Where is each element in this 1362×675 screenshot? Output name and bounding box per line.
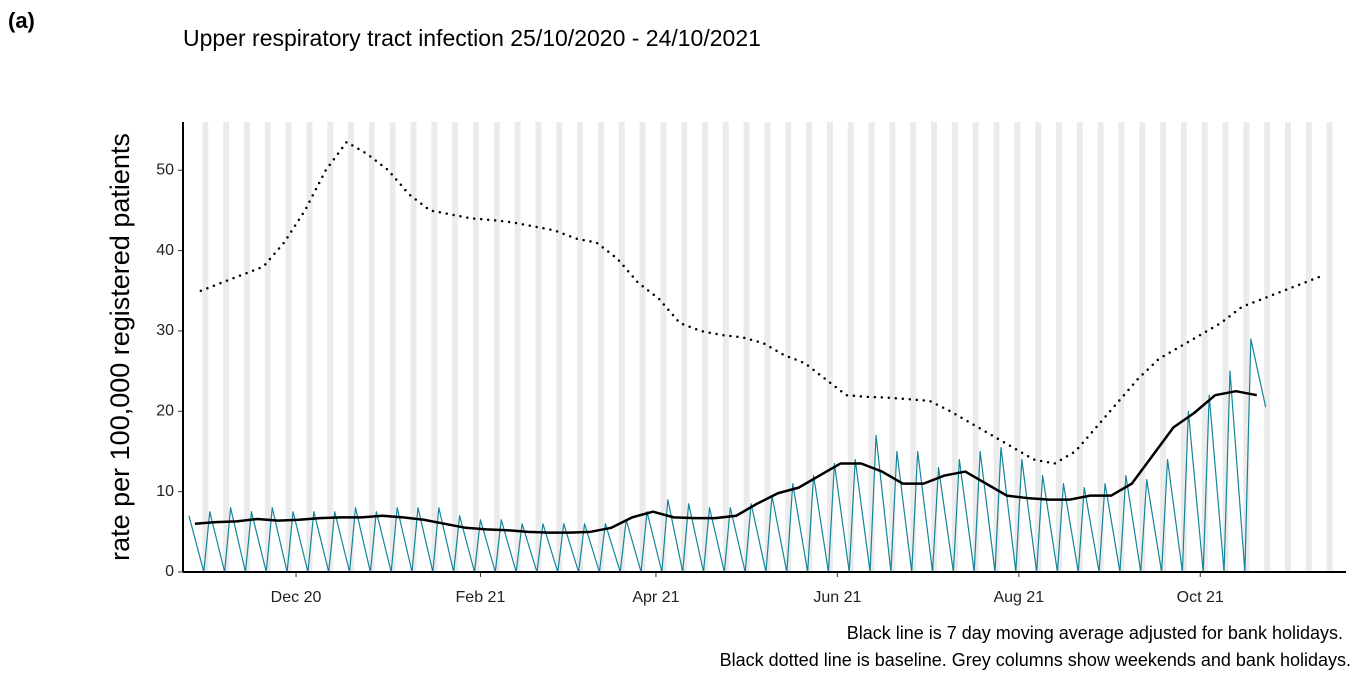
weekend-column: [202, 122, 209, 572]
weekend-column: [1097, 122, 1104, 572]
weekend-column: [764, 122, 771, 572]
weekend-column: [618, 122, 625, 572]
weekend-column: [1222, 122, 1229, 572]
weekend-column: [910, 122, 917, 572]
y-tick-label: 20: [156, 403, 174, 420]
weekend-column: [681, 122, 688, 572]
weekend-column: [993, 122, 1000, 572]
x-tick-label: Feb 21: [456, 589, 506, 606]
weekend-column: [847, 122, 854, 572]
y-tick-label: 0: [165, 563, 174, 580]
weekend-column: [826, 122, 833, 572]
weekend-column: [785, 122, 792, 572]
weekend-column: [264, 122, 271, 572]
weekend-column: [1285, 122, 1291, 572]
weekend-column: [493, 122, 500, 572]
weekend-column: [743, 122, 750, 572]
weekend-column: [410, 122, 417, 572]
weekend-column: [223, 122, 230, 572]
x-tick-label: Jun 21: [813, 589, 861, 606]
weekend-column: [1201, 122, 1208, 572]
weekend-column: [243, 122, 250, 572]
weekend-column: [1035, 122, 1042, 572]
x-tick-label: Dec 20: [271, 589, 322, 606]
y-tick-label: 30: [156, 322, 174, 339]
note: Black line is 7 day moving average adjus…: [847, 623, 1343, 643]
weekend-column: [806, 122, 813, 572]
note: Black dotted line is baseline. Grey colu…: [720, 650, 1351, 670]
weekend-column: [1055, 122, 1062, 572]
weekend-column: [889, 122, 896, 572]
weekend-column: [1014, 122, 1021, 572]
weekend-column: [368, 122, 375, 572]
weekend-column: [306, 122, 313, 572]
y-axis-label: rate per 100,000 registered patients: [105, 133, 135, 561]
weekend-column: [931, 122, 938, 572]
weekend-column: [722, 122, 729, 572]
weekend-column: [1264, 122, 1271, 572]
weekend-column: [1139, 122, 1146, 572]
y-tick-label: 50: [156, 161, 174, 178]
weekend-column: [431, 122, 438, 572]
weekend-column: [597, 122, 604, 572]
weekend-column: [389, 122, 396, 572]
weekend-column: [1305, 122, 1312, 572]
x-tick-label: Aug 21: [993, 589, 1044, 606]
weekend-column: [972, 122, 979, 572]
weekend-column: [951, 122, 958, 572]
x-tick-label: Oct 21: [1177, 589, 1224, 606]
chart-title: Upper respiratory tract infection 25/10/…: [183, 25, 761, 51]
weekend-column: [1160, 122, 1167, 572]
weekend-column: [1076, 122, 1083, 572]
weekend-column: [473, 122, 479, 572]
weekend-column: [577, 122, 584, 572]
weekend-column: [556, 122, 563, 572]
weekend-column: [868, 122, 875, 572]
weekend-column: [285, 122, 292, 572]
daily-line: [188, 338, 1267, 573]
weekend-column: [348, 122, 355, 572]
weekend-column: [660, 122, 667, 572]
weekend-column: [639, 122, 646, 572]
weekend-column: [1243, 122, 1250, 572]
weekend-column: [327, 122, 334, 572]
panel-label: (a): [8, 8, 35, 33]
x-tick-label: Apr 21: [632, 589, 679, 606]
weekend-column: [1118, 122, 1125, 572]
plot-area: 0 10 20 30 40 50 Dec 20 Feb 21 Apr 21 Jun 21 Aug 2…: [156, 122, 1346, 606]
y-tick-label: 40: [156, 242, 174, 259]
weekend-column: [1180, 122, 1187, 572]
weekend-column: [514, 122, 521, 572]
weekend-column: [452, 122, 459, 572]
y-tick-label: 10: [156, 483, 174, 500]
weekend-column: [1326, 122, 1333, 572]
baseline-line: [199, 140, 1327, 465]
weekend-column: [702, 122, 708, 572]
moving-average-line: [194, 389, 1258, 534]
weekend-column: [535, 122, 542, 572]
